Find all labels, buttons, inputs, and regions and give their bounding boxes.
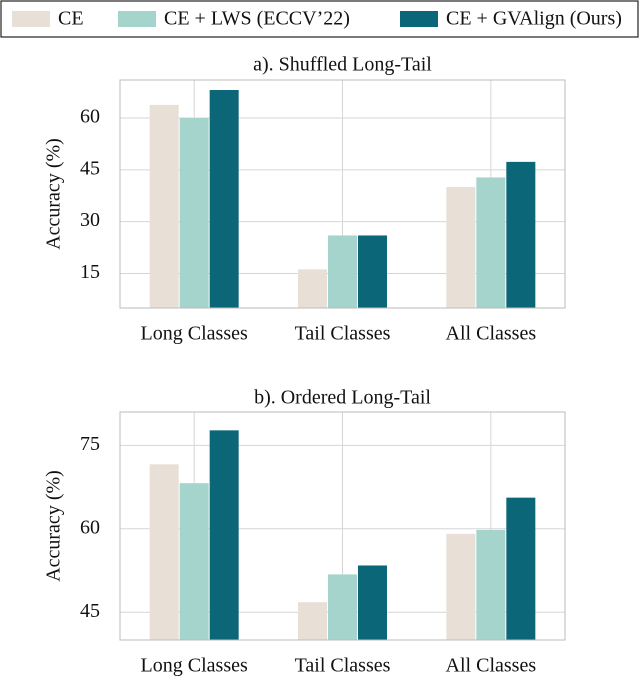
bar xyxy=(179,483,209,640)
y-tick-label: 45 xyxy=(80,157,100,179)
plot-frame xyxy=(119,411,566,641)
y-tick-label: 60 xyxy=(80,516,100,538)
legend-swatch xyxy=(118,11,156,27)
bar xyxy=(328,574,357,640)
bar xyxy=(298,602,327,640)
legend-label: CE xyxy=(58,8,84,30)
bar xyxy=(358,235,387,308)
bar xyxy=(149,464,179,640)
legend-label: CE + LWS (ECCV’22) xyxy=(164,8,350,30)
y-tick-label: 45 xyxy=(80,600,100,622)
bar xyxy=(506,161,536,308)
bar xyxy=(476,529,506,640)
chart-title: a). Shuffled Long-Tail xyxy=(253,54,432,76)
bar xyxy=(179,118,209,308)
bar xyxy=(209,430,239,640)
bar xyxy=(446,187,476,308)
legend-box xyxy=(0,0,639,38)
y-tick-label: 60 xyxy=(80,106,100,128)
chart-title: b). Ordered Long-Tail xyxy=(254,387,431,409)
plot-frame xyxy=(119,79,566,309)
x-tick-label: Long Classes xyxy=(141,323,248,345)
x-tick-label: All Classes xyxy=(446,323,537,345)
x-tick-label: Tail Classes xyxy=(295,655,391,677)
y-axis-label: Accuracy (%) xyxy=(43,138,65,250)
bar xyxy=(209,90,239,308)
bar xyxy=(149,104,179,308)
legend-swatch xyxy=(12,11,50,27)
x-tick-label: Long Classes xyxy=(141,655,248,677)
legend-swatch xyxy=(400,11,438,27)
bar xyxy=(476,177,506,308)
x-tick-label: Tail Classes xyxy=(295,323,391,345)
bar xyxy=(298,269,327,308)
bar xyxy=(358,565,387,640)
y-tick-label: 75 xyxy=(80,433,100,455)
y-axis-label: Accuracy (%) xyxy=(43,470,65,582)
y-tick-label: 30 xyxy=(80,209,100,231)
legend-label: CE + GVAlign (Ours) xyxy=(446,8,622,30)
y-tick-label: 15 xyxy=(80,261,100,283)
x-tick-label: All Classes xyxy=(446,655,537,677)
bar xyxy=(506,497,536,640)
bar xyxy=(328,235,357,308)
bar xyxy=(446,533,476,640)
